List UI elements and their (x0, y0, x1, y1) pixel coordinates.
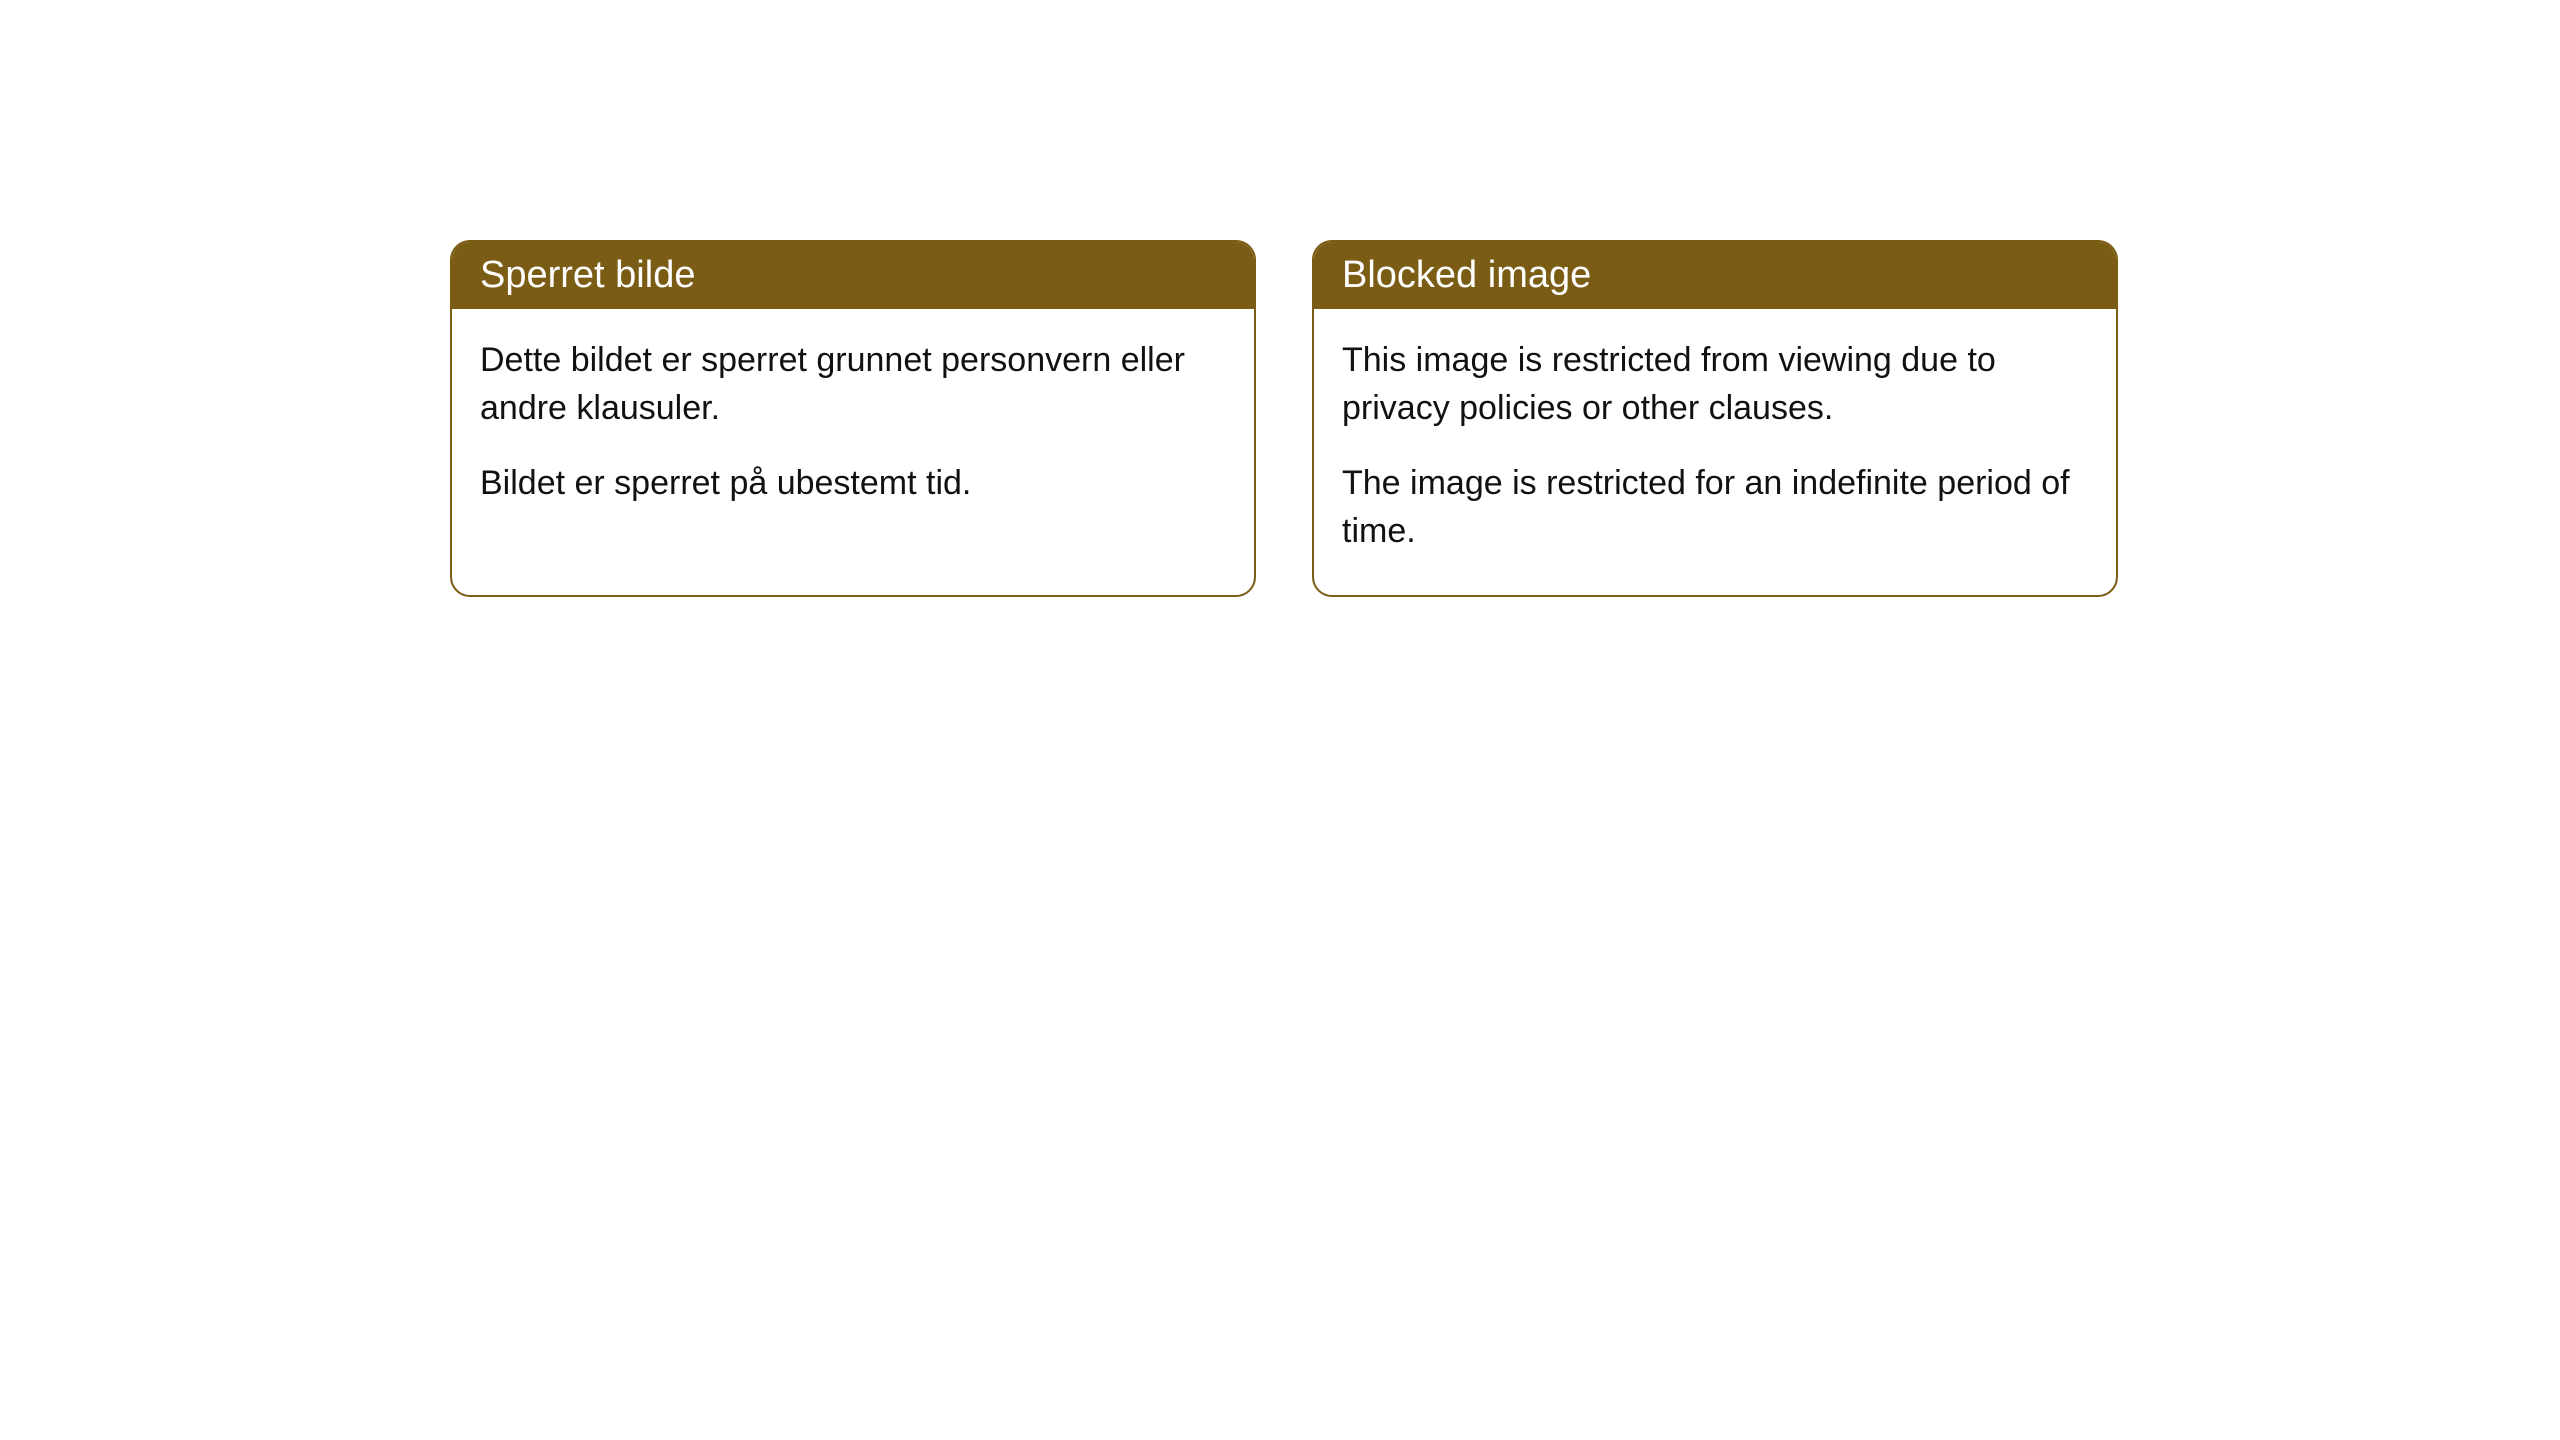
blocked-image-card-english: Blocked image This image is restricted f… (1312, 240, 2118, 597)
card-paragraph: Bildet er sperret på ubestemt tid. (480, 460, 1226, 508)
card-header: Blocked image (1314, 242, 2116, 309)
card-title: Blocked image (1342, 254, 1591, 296)
card-paragraph: Dette bildet er sperret grunnet personve… (480, 337, 1226, 432)
card-title: Sperret bilde (480, 254, 695, 296)
card-paragraph: This image is restricted from viewing du… (1342, 337, 2088, 432)
card-paragraph: The image is restricted for an indefinit… (1342, 460, 2088, 555)
cards-container: Sperret bilde Dette bildet er sperret gr… (450, 240, 2118, 597)
card-header: Sperret bilde (452, 242, 1254, 309)
blocked-image-card-norwegian: Sperret bilde Dette bildet er sperret gr… (450, 240, 1256, 597)
card-body: This image is restricted from viewing du… (1314, 309, 2116, 595)
card-body: Dette bildet er sperret grunnet personve… (452, 309, 1254, 548)
